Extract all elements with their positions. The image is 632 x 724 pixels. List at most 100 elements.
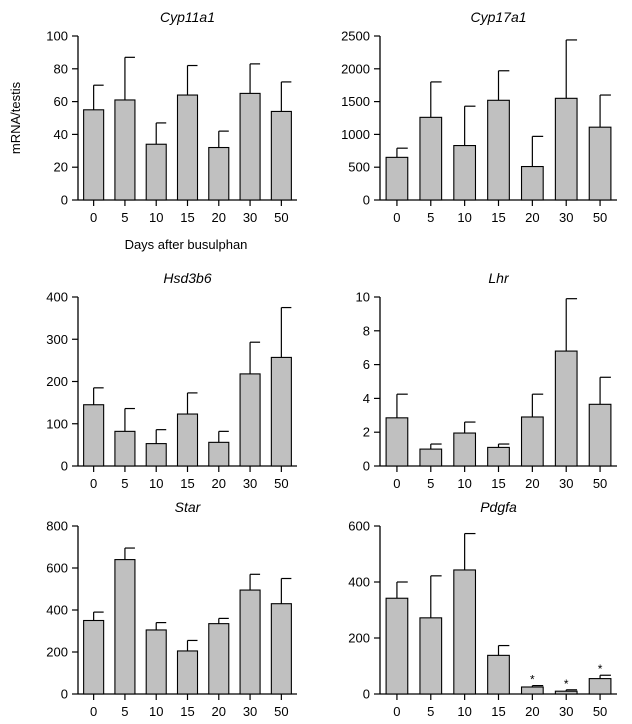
y-tick-label: 200 [348,631,370,646]
y-tick-label: 0 [363,459,370,474]
x-tick-label: 0 [90,210,97,225]
x-tick-label: 30 [243,476,257,491]
x-tick-label: 0 [393,704,400,719]
y-tick-label: 400 [348,575,370,590]
chart-panel: Pdgfa 0 200 400 600 0 5 10 15 * 20 * 30 * 50 [348,499,617,719]
x-axis-label: Days after busulphan [125,237,248,252]
y-tick-label: 40 [54,127,68,142]
bar [588,403,612,467]
bar [83,619,105,695]
chart-title: Star [175,499,202,515]
bar [145,443,167,467]
y-tick-label: 2500 [341,29,370,44]
x-tick-label: 30 [559,210,573,225]
bar [145,143,167,201]
bar [176,413,199,467]
bar [208,441,230,467]
x-tick-label: 15 [180,476,194,491]
bar [208,623,230,695]
x-tick-label: 20 [525,476,539,491]
bar [83,404,105,467]
chart-title: Pdgfa [480,499,517,515]
chart-panel: Lhr 0 2 4 6 8 10 0 5 10 15 20 30 50 [356,270,617,491]
chart-panel: Star 0 200 400 600 800 0 5 10 15 20 30 50 [46,499,297,719]
bar [554,690,578,695]
y-tick-label: 800 [46,519,68,534]
bar [554,350,578,467]
x-tick-label: 5 [427,704,434,719]
x-tick-label: 0 [90,704,97,719]
y-tick-label: 1500 [341,94,370,109]
chart-panel: Hsd3b6 0 100 200 300 400 0 5 10 15 20 30 50 [46,270,297,491]
y-tick-label: 100 [46,29,68,44]
x-tick-label: 15 [491,704,505,719]
y-tick-label: 400 [46,603,68,618]
x-tick-label: 20 [212,476,226,491]
bar [270,110,292,201]
x-tick-label: 5 [121,476,128,491]
x-tick-label: 50 [593,210,607,225]
bar [419,617,443,695]
x-tick-label: 20 [212,210,226,225]
x-tick-label: 30 [559,476,573,491]
x-tick-label: 10 [149,704,163,719]
x-tick-label: 50 [274,704,288,719]
x-tick-label: 5 [427,210,434,225]
y-tick-label: 100 [46,416,68,431]
bar [453,569,477,695]
bar [520,686,544,695]
y-tick-label: 6 [363,357,370,372]
y-tick-label: 0 [363,193,370,208]
x-tick-label: 10 [149,476,163,491]
bar [385,597,409,695]
y-tick-label: 200 [46,645,68,660]
y-tick-label: 500 [348,160,370,175]
x-tick-label: 15 [491,210,505,225]
bar [520,416,544,467]
bar [487,654,510,695]
chart-title: Cyp11a1 [160,9,215,25]
y-tick-label: 1000 [341,127,370,142]
y-tick-label: 2 [363,425,370,440]
y-tick-label: 0 [61,459,68,474]
chart-panel: Cyp11a1 0 20 40 60 80 100 0 5 10 15 20 30 50 [46,9,297,225]
x-tick-label: 30 [559,704,573,719]
y-tick-label: 0 [61,687,68,702]
y-tick-label: 600 [348,519,370,534]
y-tick-label: 8 [363,323,370,338]
significance-marker: * [564,677,569,691]
bar [554,97,578,201]
bar [145,629,167,695]
y-tick-label: 80 [54,61,68,76]
bar [114,430,136,467]
chart-panel: Cyp17a1 0 500 1000 1500 2000 2500 0 5 10 15 20 30 50 [341,9,617,225]
y-tick-label: 2000 [341,61,370,76]
x-tick-label: 20 [212,704,226,719]
bar [208,146,230,201]
x-tick-label: 0 [393,476,400,491]
bar [520,165,544,201]
bar [588,126,612,201]
significance-marker: * [530,673,535,687]
x-tick-label: 20 [525,210,539,225]
bar [239,589,261,695]
y-tick-label: 10 [356,290,370,305]
y-tick-label: 4 [363,391,370,406]
x-tick-label: 15 [491,476,505,491]
bar [114,559,136,695]
x-tick-label: 0 [90,476,97,491]
x-tick-label: 50 [274,210,288,225]
x-tick-label: 5 [121,210,128,225]
bar [487,99,510,201]
x-tick-label: 50 [593,476,607,491]
x-tick-label: 15 [180,704,194,719]
bar [588,678,612,695]
y-tick-label: 400 [46,290,68,305]
y-tick-label: 200 [46,374,68,389]
x-tick-label: 10 [149,210,163,225]
x-tick-label: 30 [243,210,257,225]
x-tick-label: 0 [393,210,400,225]
x-tick-label: 5 [427,476,434,491]
